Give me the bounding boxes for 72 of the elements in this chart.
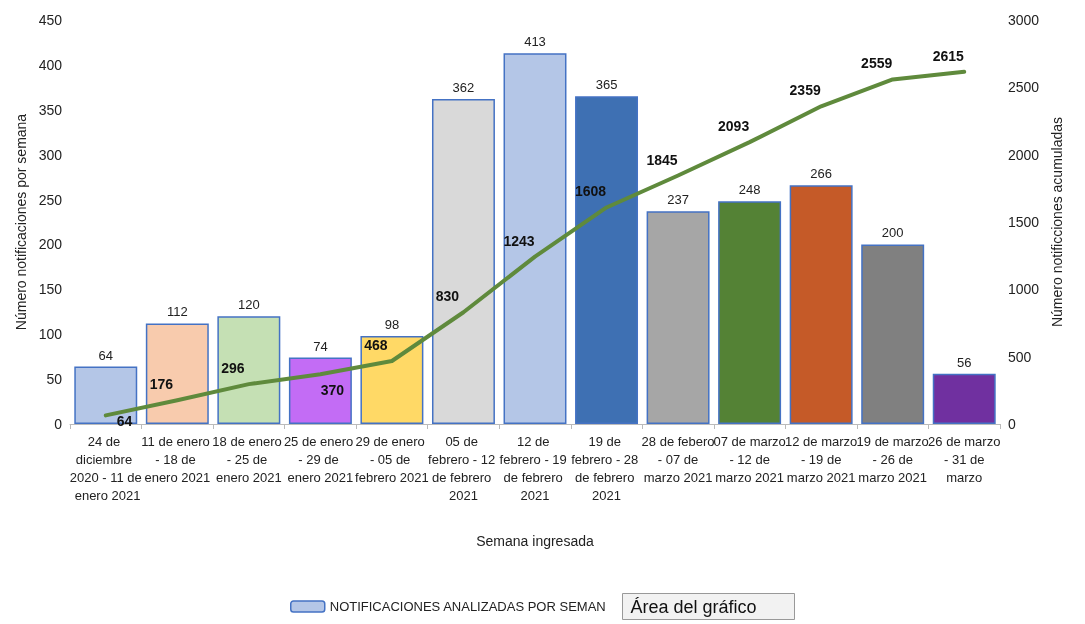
x-tick-label: 28 de febero - 07 de marzo 2021 [641,433,715,485]
y2-tick-label: 1000 [1008,281,1040,298]
data-label: 200 [881,225,904,241]
data-label: 365 [595,77,618,93]
x-tick-label: 29 de enero - 05 de febrero 2021 [355,433,429,485]
data-label: 370 [320,382,345,399]
data-label: 237 [667,192,689,208]
data-label: 176 [149,376,174,393]
data-label: 112 [166,304,188,320]
bar [789,185,853,424]
y-tick-label: 450 [38,12,63,28]
y2-tick-label: 1500 [1008,214,1040,230]
y2-axis-title: Número notificciones acumuladas [1049,116,1066,328]
bar [145,323,209,424]
y-tick-label: 100 [38,326,63,343]
legend-label: NOTIFICACIONES ANALIZADAS POR SEMAN [329,599,606,614]
x-tick-label: 26 de marzo - 31 de marzo [928,433,1001,485]
data-label: 56 [957,354,972,370]
x-tick-label: 11 de enero - 18 de enero 2021 [141,433,214,485]
data-label: 2093 [718,118,750,135]
y2-tick-label: 500 [1008,348,1032,365]
y2-tick-label: 2500 [1008,79,1040,96]
y-axis-title: Número notificaciones por semana [12,113,29,331]
y-tick-label: 50 [46,371,63,388]
data-label: 2559 [861,55,893,72]
x-tick-label: 19 de febrero - 28 de febrero 2021 [571,433,642,503]
data-label: 266 [810,166,833,182]
x-tick-label: 12 de febrero - 19 de febrero 2021 [499,433,571,503]
x-tick-label: 05 de febrero - 12 de febrero 2021 [428,433,499,503]
x-tick-label: 24 de diciembre 2020 - 11 de enero 2021 [69,433,142,503]
bar [360,336,424,424]
data-label: 64 [116,413,133,430]
data-label: 362 [452,80,475,95]
data-label: 64 [98,347,113,363]
bar [861,244,925,424]
bar [431,99,495,424]
y-tick-label: 350 [38,101,63,118]
x-tick-label: 07 de marzo - 12 de marzo 2021 [713,433,786,485]
data-label: 1608 [574,183,607,200]
bar [718,201,782,424]
data-label: 248 [738,182,761,198]
data-label: 2615 [932,47,965,64]
y2-tick-label: 3000 [1008,12,1040,28]
y2-tick-label: 2000 [1008,146,1040,163]
x-tick-label: 19 de marzo - 26 de marzo 2021 [856,433,929,485]
y-tick-label: 0 [54,416,63,432]
bar [288,357,352,424]
y2-tick-label: 0 [1008,416,1016,432]
bar [503,53,567,424]
y-tick-label: 150 [38,281,63,298]
data-label: 98 [384,317,400,333]
y-tick-label: 400 [38,56,63,73]
y-tick-label: 250 [38,191,63,208]
y-tick-label: 200 [38,236,63,253]
text: Área del gráfico [630,596,757,617]
data-label: 1243 [503,232,535,249]
x-tick-label: 12 de marzo - 19 de marzo 2021 [785,433,858,485]
data-label: 1845 [646,151,678,168]
bar [646,211,710,424]
data-label: 120 [237,297,260,313]
x-axis-title: Semana ingresada [476,533,594,549]
data-label: 830 [435,288,460,305]
bar [74,366,138,424]
bar [575,96,639,424]
bar [217,316,281,424]
y-tick-label: 300 [38,146,63,163]
bar [932,373,996,424]
data-label: 74 [313,338,328,354]
data-label: 2359 [789,82,821,99]
data-label: 468 [364,336,388,353]
data-label: 296 [221,360,245,377]
data-label: 413 [524,34,546,50]
